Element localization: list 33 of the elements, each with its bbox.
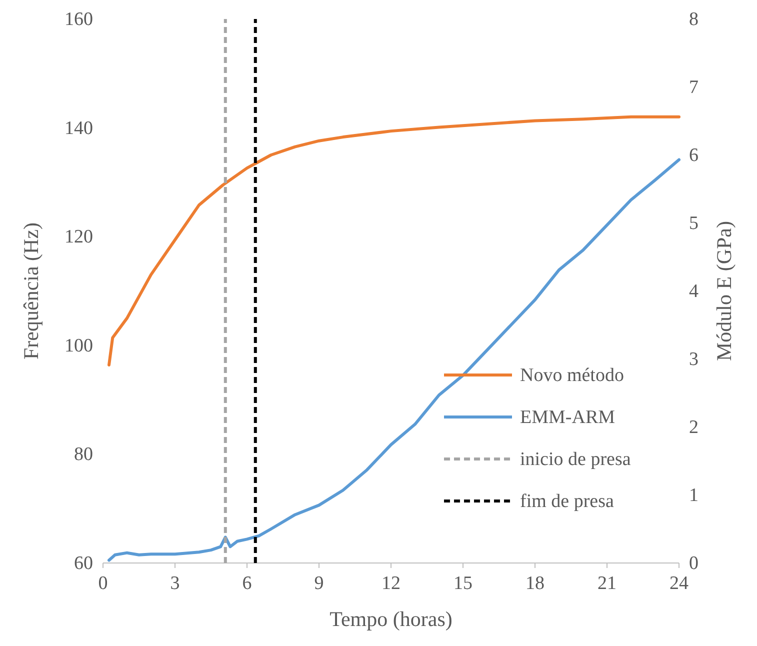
line-series: [108, 158, 680, 562]
y-tick-label: 100: [64, 335, 93, 356]
x-axis-title: Tempo (horas): [330, 607, 452, 631]
legend-label: Novo método: [520, 365, 624, 386]
y-tick-label: 120: [64, 226, 93, 248]
y2-tick-label: 0: [689, 553, 698, 574]
x-tick-label: 15: [454, 573, 472, 594]
legend-label: inicio de presa: [520, 449, 632, 470]
line-series: [108, 115, 680, 366]
y2-tick-label: 6: [689, 145, 698, 166]
y2-tick-label: 5: [689, 213, 698, 234]
legend-label: EMM-ARM: [520, 407, 616, 428]
y-tick-label: 160: [64, 9, 93, 30]
y2-tick-label: 7: [689, 77, 698, 98]
x-tick-label: 6: [242, 573, 252, 594]
x-tick-label: 21: [598, 573, 616, 594]
y2-axis-title: Módulo E (GPa): [712, 221, 736, 361]
x-tick-label: 18: [526, 573, 544, 594]
y-tick-label: 140: [64, 118, 93, 139]
y2-tick-label: 2: [689, 417, 698, 438]
y2-tick-label: 4: [689, 281, 699, 302]
x-tick-label: 24: [670, 573, 689, 594]
y2-tick-label: 1: [689, 485, 698, 506]
legend-label: fim de presa: [520, 491, 614, 512]
y2-tick-label: 8: [689, 9, 698, 30]
y2-tick-label: 3: [689, 349, 698, 370]
x-tick-label: 3: [170, 573, 180, 594]
y-axis-title: Frequência (Hz): [19, 222, 43, 360]
x-tick-label: 9: [314, 573, 324, 594]
y-tick-label: 60: [74, 553, 93, 574]
y-tick-label: 80: [74, 444, 93, 466]
x-tick-label: 12: [382, 573, 400, 594]
x-tick-label: 0: [98, 573, 108, 594]
